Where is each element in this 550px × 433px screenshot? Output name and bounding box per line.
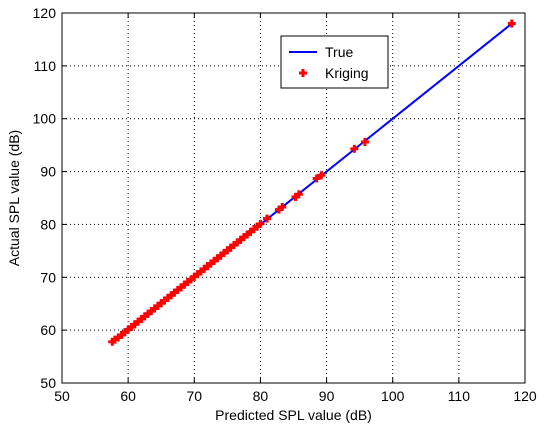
y-tick-label: 60 <box>40 322 56 338</box>
y-tick-label: 120 <box>33 5 57 21</box>
plot-frame <box>61 12 526 384</box>
x-axis-title: Predicted SPL value (dB) <box>215 407 372 423</box>
x-tick-label: 100 <box>381 388 405 404</box>
kriging-point <box>360 137 369 146</box>
kriging-point <box>317 171 326 180</box>
x-tick-label: 60 <box>120 388 136 404</box>
grid-lines <box>62 13 525 383</box>
series-layer <box>108 19 516 346</box>
kriging-point <box>256 219 265 228</box>
legend-label-true: True <box>325 44 353 60</box>
legend-kriging-marker-swatch <box>299 69 307 77</box>
kriging-point <box>350 144 359 153</box>
x-tick-label: 70 <box>186 388 202 404</box>
x-tick-label: 120 <box>513 388 537 404</box>
kriging-point <box>278 202 287 211</box>
legend-kriging-plus <box>299 69 307 77</box>
y-axis-title: Actual SPL value (dB) <box>6 130 22 266</box>
legend-box <box>280 35 389 89</box>
axis-ticks: 50 60 70 80 90 100 110 120 50 60 70 80 90 100 110 120 <box>33 5 537 404</box>
y-tick-label: 50 <box>40 375 56 391</box>
y-tick-label: 70 <box>40 269 56 285</box>
legend-label-kriging: Kriging <box>325 65 369 81</box>
x-tick-label: 80 <box>253 388 269 404</box>
x-tick-label: 110 <box>448 388 471 404</box>
y-tick-label: 100 <box>33 111 57 127</box>
x-tick-label: 90 <box>319 388 335 404</box>
y-tick-label: 110 <box>34 58 57 74</box>
y-tick-label: 90 <box>40 164 56 180</box>
y-tick-label: 80 <box>40 216 56 232</box>
kriging-point <box>507 19 516 28</box>
kriging-point <box>294 190 303 199</box>
legend: True Kriging <box>280 35 389 89</box>
x-tick-label: 50 <box>54 388 70 404</box>
kriging-point <box>263 214 272 223</box>
kriging-point <box>312 174 321 183</box>
